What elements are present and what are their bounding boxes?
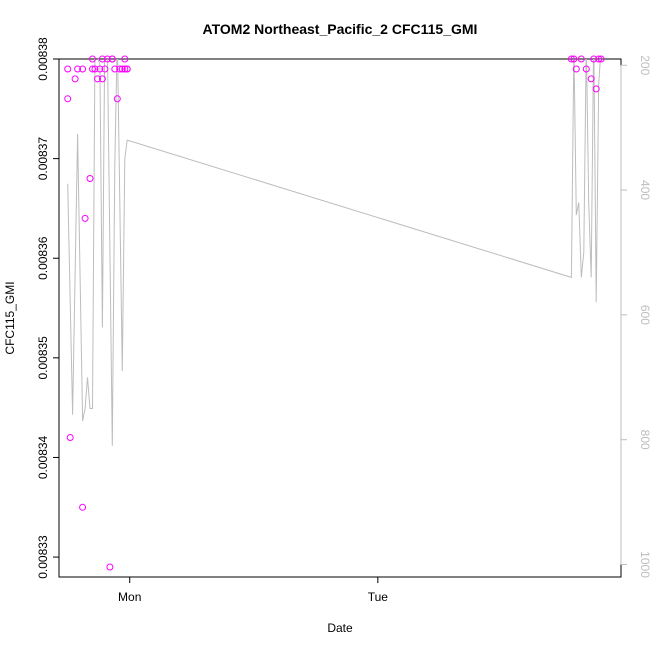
data-point	[74, 65, 82, 73]
y-tick-label: 0.00837	[36, 137, 50, 181]
y-axis-label: CFC115_GMI	[3, 281, 17, 354]
data-point	[592, 85, 600, 93]
y2-tick-label: 800	[638, 430, 650, 450]
data-point	[106, 563, 114, 571]
data-point	[89, 65, 96, 73]
axes: Mon Tue 0.00833 0.00834 0.00835 0.00836 0.0083…	[36, 37, 650, 604]
data-point	[103, 55, 111, 63]
x-axis-label: Date	[327, 621, 353, 635]
data-point	[123, 65, 131, 73]
secondary-series	[67, 59, 601, 446]
data-point	[597, 55, 605, 63]
data-point	[577, 55, 585, 63]
data-point	[570, 55, 578, 63]
data-point	[98, 55, 106, 63]
data-point	[108, 55, 116, 63]
points	[64, 55, 605, 571]
y2-tick-label: 400	[638, 180, 650, 200]
y2-tick-label: 600	[638, 305, 650, 325]
data-point	[98, 75, 106, 83]
data-point	[590, 55, 598, 63]
x-tick-label: Mon	[118, 590, 141, 604]
data-point	[91, 65, 99, 73]
data-point	[101, 65, 109, 73]
data-point	[111, 65, 119, 73]
data-point	[89, 55, 96, 63]
data-point	[96, 65, 104, 73]
data-point	[595, 55, 603, 63]
y-tick-label: 0.00834	[36, 435, 50, 479]
data-point	[121, 65, 129, 73]
data-point	[587, 75, 595, 83]
chart-title: ATOM2 Northeast_Pacific_2 CFC115_GMI	[203, 21, 478, 37]
data-point	[94, 75, 101, 83]
data-point	[116, 65, 124, 73]
data-point	[71, 75, 79, 83]
plot-frame	[58, 58, 622, 578]
data-point	[582, 65, 590, 73]
data-point	[64, 95, 72, 103]
secondary-line	[67, 59, 601, 446]
y2-tick-label: 200	[638, 55, 650, 75]
data-point	[81, 214, 89, 222]
data-point	[118, 65, 126, 73]
x-tick-label: Tue	[368, 590, 389, 604]
data-point	[86, 175, 94, 182]
data-point	[79, 65, 87, 73]
y2-tick-label: 1000	[638, 551, 650, 578]
y-tick-label: 0.00835	[36, 336, 50, 380]
y-tick-label: 0.00833	[36, 535, 50, 579]
data-point	[567, 55, 575, 63]
data-point	[121, 55, 129, 63]
data-point	[64, 65, 72, 73]
y-tick-label: 0.00838	[36, 37, 50, 81]
y-tick-label: 0.00836	[36, 236, 50, 280]
data-point	[66, 434, 74, 441]
data-point	[79, 503, 87, 511]
data-point	[113, 95, 121, 103]
data-point	[572, 65, 580, 73]
